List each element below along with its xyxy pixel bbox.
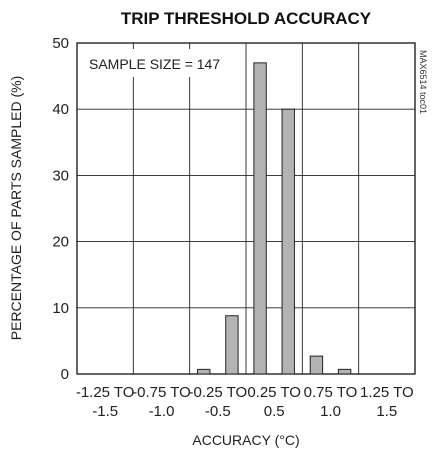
x-tick-label: -0.5	[205, 403, 231, 420]
x-tick-label: -1.0	[149, 403, 175, 420]
x-tick-label: 1.5	[376, 403, 397, 420]
y-tick-label: 10	[52, 300, 69, 317]
y-tick-label: 40	[52, 101, 69, 118]
x-tick-label: 1.25 TO	[360, 384, 414, 401]
bars	[197, 62, 352, 375]
histogram-bar	[337, 368, 352, 375]
x-tick-label: 0.75 TO	[304, 384, 358, 401]
x-tick-label: -1.25 TO	[76, 384, 135, 401]
part-number-watermark: MAX6514 toc01	[418, 50, 428, 114]
x-tick-label: -0.25 TO	[189, 384, 248, 401]
x-axis-ticks: -1.25 TO -1.5 -0.75 TO -1.0 -0.25 TO -0.5 0.25…	[76, 384, 414, 420]
x-tick-label: 0.25 TO	[247, 384, 301, 401]
x-tick-label: 0.5	[264, 403, 285, 420]
histogram-bar	[309, 355, 324, 375]
x-axis-label: ACCURACY (°C)	[192, 432, 299, 448]
histogram-bar	[253, 62, 267, 375]
y-axis-label: PERCENTAGE OF PARTS SAMPLED (%)	[8, 76, 24, 341]
x-tick-label: -0.75 TO	[132, 384, 191, 401]
y-tick-label: 0	[61, 366, 69, 383]
sample-size-annotation: SAMPLE SIZE = 147	[89, 56, 220, 72]
annotation-background	[83, 49, 231, 77]
y-axis-ticks: 0 10 20 30 40 50	[52, 35, 69, 383]
histogram-bar	[225, 315, 239, 375]
x-tick-label: 1.0	[320, 403, 341, 420]
histogram-bar	[281, 108, 295, 375]
histogram-bar	[197, 368, 211, 375]
y-tick-label: 20	[52, 234, 69, 251]
grid-lines	[77, 43, 415, 374]
x-tick-label: -1.5	[92, 403, 118, 420]
chart-title: TRIP THRESHOLD ACCURACY	[121, 9, 372, 28]
y-tick-label: 30	[52, 167, 69, 184]
y-tick-label: 50	[52, 35, 69, 52]
